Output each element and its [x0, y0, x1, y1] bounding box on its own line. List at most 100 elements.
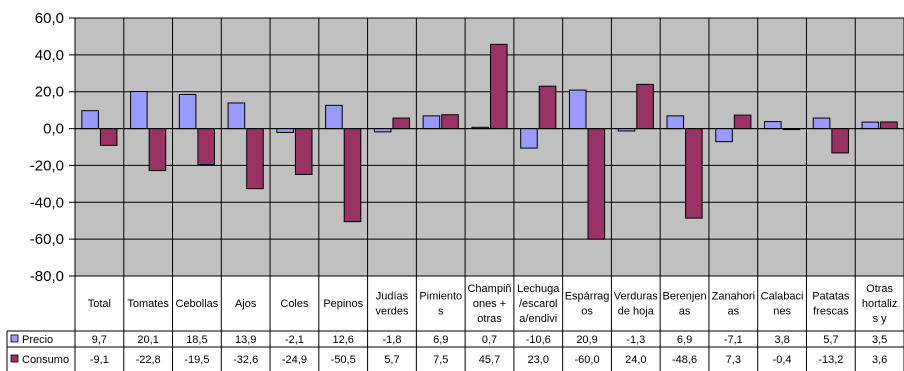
data-label-consumo: 3,6 — [872, 354, 887, 366]
data-label-precio: -1,3 — [626, 334, 645, 346]
data-label-consumo: 5,7 — [384, 354, 399, 366]
category-label: verdes — [375, 306, 409, 318]
category-label: Zanahori — [712, 291, 755, 303]
data-label-consumo: -32,6 — [233, 354, 258, 366]
category-label: as — [679, 306, 691, 318]
bar-consumo — [587, 128, 606, 240]
bar-consumo — [490, 43, 508, 130]
bar-consumo — [148, 128, 167, 172]
data-label-consumo: 23,0 — [528, 354, 549, 366]
data-label-consumo: 24,0 — [625, 354, 646, 366]
category-label: Cebollas — [176, 298, 219, 310]
category-label: Coles — [280, 298, 309, 310]
data-label-precio: -1,8 — [382, 334, 401, 346]
data-label-consumo: 7,3 — [726, 354, 741, 366]
category-label: Calabaci — [761, 291, 804, 303]
data-label-consumo: -0,4 — [773, 354, 792, 366]
bar-precio — [325, 104, 343, 130]
category-label: Lechuga — [517, 283, 560, 295]
data-label-precio: 0,7 — [482, 334, 497, 346]
data-label-precio: 3,5 — [872, 334, 887, 346]
bar-consumo — [685, 128, 703, 219]
data-label-precio: 3,8 — [774, 334, 789, 346]
data-label-consumo: -9,1 — [90, 354, 109, 366]
data-label-precio: 5,7 — [823, 334, 838, 346]
data-label-precio: 6,9 — [677, 334, 692, 346]
data-label-precio: 6,9 — [433, 334, 448, 346]
category-label: otras — [477, 313, 502, 325]
category-label: de hoja — [618, 306, 655, 318]
data-label-consumo: 7,5 — [433, 354, 448, 366]
bar-precio — [81, 110, 99, 130]
data-label-precio: 12,6 — [332, 334, 353, 346]
bar-precio — [764, 121, 782, 130]
data-label-precio: -10,6 — [526, 334, 551, 346]
data-label-consumo: -50,5 — [331, 354, 356, 366]
y-tick-label: 20,0 — [35, 84, 64, 101]
data-label-consumo: -19,5 — [184, 354, 209, 366]
bar-precio — [130, 91, 148, 130]
y-tick-label: -60,0 — [30, 231, 64, 248]
legend-key-precio — [10, 334, 19, 343]
bar-precio — [715, 128, 733, 143]
category-label: Pepinos — [323, 298, 363, 310]
data-label-precio: 18,5 — [186, 334, 207, 346]
data-label-precio: -2,1 — [285, 334, 304, 346]
y-tick-label: 0,0 — [43, 121, 64, 138]
bar-precio — [227, 102, 246, 130]
bar-consumo — [99, 128, 118, 146]
data-label-precio: 20,9 — [576, 334, 597, 346]
data-label-consumo: -13,2 — [818, 354, 843, 366]
category-label: hortaliz — [862, 298, 897, 310]
data-label-consumo: -60,0 — [574, 354, 599, 366]
category-label: Champiñ — [467, 283, 511, 295]
category-label: ones + — [473, 298, 506, 310]
bar-consumo — [197, 128, 215, 166]
bar-consumo — [636, 83, 654, 130]
data-label-consumo: -24,9 — [282, 354, 307, 366]
category-label: Berenjen — [663, 291, 707, 303]
category-label: Ajos — [235, 298, 257, 310]
bar-consumo — [880, 121, 898, 130]
category-label: Espárrag — [565, 291, 610, 303]
y-tick-label: -20,0 — [30, 157, 64, 174]
category-label: Otras — [866, 283, 893, 295]
bar-consumo — [343, 128, 362, 223]
bar-consumo — [733, 114, 752, 130]
category-label: Verduras — [614, 291, 659, 303]
bar-precio — [666, 115, 685, 130]
category-label: Judías — [376, 291, 409, 303]
category-label: os — [581, 306, 593, 318]
data-label-consumo: 45,7 — [479, 354, 500, 366]
category-label: /escarol — [519, 298, 558, 310]
category-label: nes — [773, 306, 791, 318]
category-label: Tomates — [127, 298, 169, 310]
data-label-precio: -7,1 — [724, 334, 743, 346]
data-label-precio: 9,7 — [92, 334, 107, 346]
bar-precio — [422, 115, 441, 130]
category-label: s y — [873, 313, 888, 325]
legend-key-consumo — [10, 354, 19, 363]
bar-precio — [178, 93, 197, 130]
bar-precio — [568, 89, 587, 130]
category-label: s — [438, 306, 444, 318]
category-label: Total — [88, 298, 111, 310]
y-tick-label: -80,0 — [30, 268, 64, 285]
category-label: Pimiento — [419, 291, 462, 303]
bar-consumo — [441, 114, 459, 130]
data-label-consumo: -48,6 — [672, 354, 697, 366]
category-label: as — [728, 306, 740, 318]
category-label: a/endivi — [519, 313, 557, 325]
bar-consumo — [294, 128, 313, 175]
data-label-consumo: -22,8 — [136, 354, 161, 366]
y-tick-label: -40,0 — [30, 194, 64, 211]
bar-precio — [520, 128, 538, 149]
bar-precio — [812, 117, 831, 130]
bar-consumo — [392, 117, 411, 130]
legend-label-precio: Precio — [22, 334, 53, 346]
bar-precio — [861, 121, 880, 130]
legend-label-consumo: Consumo — [22, 354, 69, 366]
data-label-precio: 13,9 — [235, 334, 256, 346]
data-label-precio: 20,1 — [137, 334, 158, 346]
